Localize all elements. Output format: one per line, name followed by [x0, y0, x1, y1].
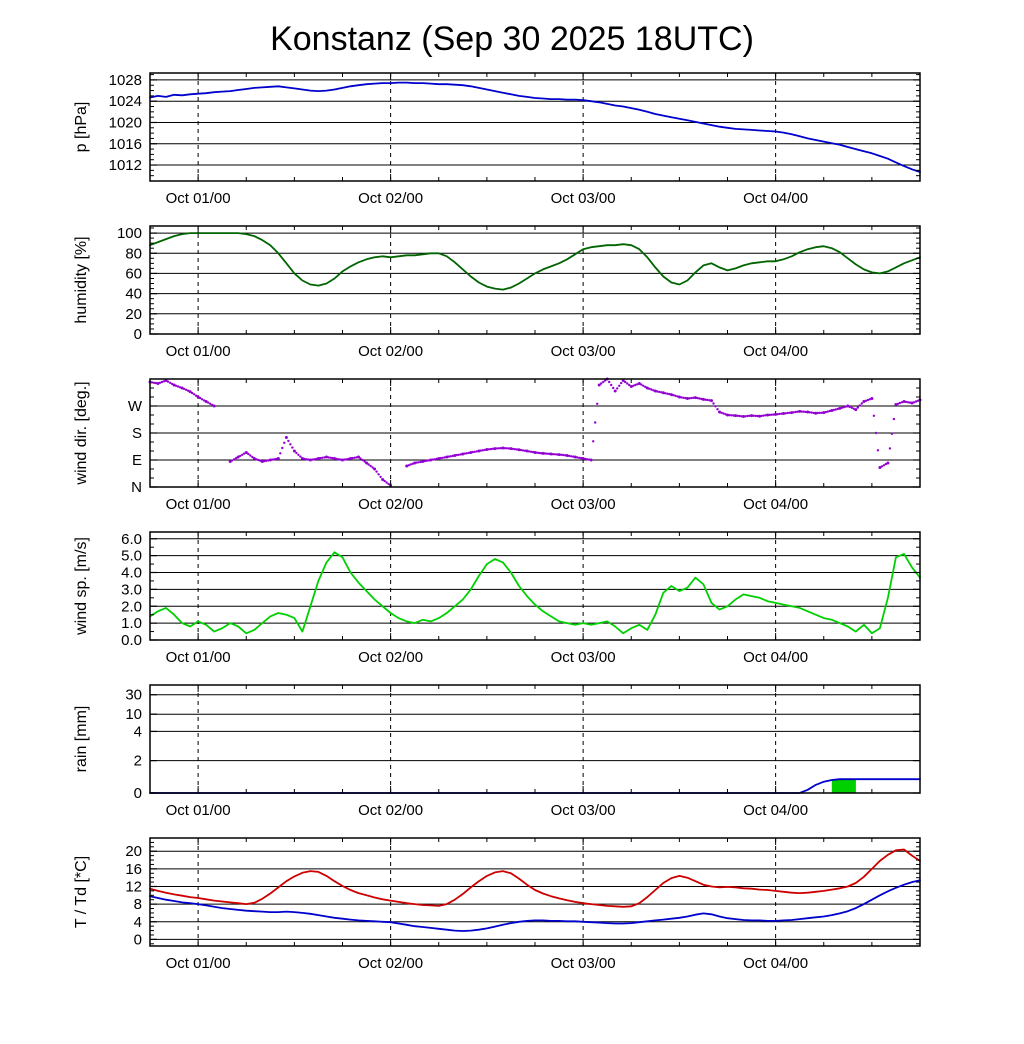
svg-text:1024: 1024 — [109, 93, 142, 110]
svg-text:6.0: 6.0 — [121, 531, 142, 548]
svg-text:20: 20 — [125, 843, 142, 860]
svg-text:wind dir. [deg.]: wind dir. [deg.] — [73, 381, 90, 485]
svg-text:Oct 04/00: Oct 04/00 — [743, 190, 808, 207]
svg-text:1012: 1012 — [109, 157, 142, 174]
svg-text:16: 16 — [125, 861, 142, 878]
svg-text:Oct 04/00: Oct 04/00 — [743, 496, 808, 513]
svg-text:Oct 03/00: Oct 03/00 — [551, 343, 616, 360]
svg-text:Oct 03/00: Oct 03/00 — [551, 190, 616, 207]
svg-text:4.0: 4.0 — [121, 565, 142, 582]
svg-text:Oct 01/00: Oct 01/00 — [166, 649, 231, 666]
svg-text:Oct 04/00: Oct 04/00 — [743, 955, 808, 972]
svg-text:0.0: 0.0 — [121, 632, 142, 649]
svg-text:rain [mm]: rain [mm] — [73, 706, 90, 773]
svg-text:Oct 02/00: Oct 02/00 — [358, 955, 423, 972]
svg-text:Oct 04/00: Oct 04/00 — [743, 802, 808, 819]
svg-text:humidity [%]: humidity [%] — [73, 236, 90, 323]
svg-text:Oct 03/00: Oct 03/00 — [551, 496, 616, 513]
svg-text:wind sp. [m/s]: wind sp. [m/s] — [73, 537, 90, 636]
svg-text:2.0: 2.0 — [121, 598, 142, 615]
svg-text:12: 12 — [125, 879, 142, 896]
svg-text:3.0: 3.0 — [121, 581, 142, 598]
svg-text:4: 4 — [134, 723, 142, 740]
meteogram-page: Konstanz (Sep 30 2025 18UTC) 1012 1016 102… — [0, 20, 1024, 987]
svg-text:5.0: 5.0 — [121, 548, 142, 565]
svg-text:Oct 02/00: Oct 02/00 — [358, 649, 423, 666]
svg-text:20: 20 — [125, 306, 142, 323]
panel-pressure: 1012 1016 1020 1024 1028 Oct 01/00 Oct 02/00 Oc… — [73, 72, 921, 207]
svg-text:1028: 1028 — [109, 72, 142, 89]
svg-text:80: 80 — [125, 245, 142, 262]
svg-text:Oct 01/00: Oct 01/00 — [166, 496, 231, 513]
svg-text:100: 100 — [117, 225, 142, 242]
panel-humidity: 0 20 40 60 80 100 Oct 01/00 Oct 02/00 Oct 03/00 O… — [73, 225, 921, 360]
svg-text:Oct 03/00: Oct 03/00 — [551, 955, 616, 972]
svg-text:Oct 02/00: Oct 02/00 — [358, 802, 423, 819]
svg-text:N: N — [131, 479, 142, 496]
svg-text:1016: 1016 — [109, 136, 142, 153]
svg-text:1020: 1020 — [109, 115, 142, 132]
svg-text:Oct 01/00: Oct 01/00 — [166, 343, 231, 360]
svg-text:Oct 04/00: Oct 04/00 — [743, 649, 808, 666]
panels-container: 1012 1016 1020 1024 1028 Oct 01/00 Oct 02/00 Oc… — [0, 69, 1024, 987]
svg-text:Oct 02/00: Oct 02/00 — [358, 496, 423, 513]
svg-text:0: 0 — [134, 326, 142, 343]
svg-text:0: 0 — [134, 931, 142, 948]
svg-text:30: 30 — [125, 687, 142, 704]
svg-text:40: 40 — [125, 286, 142, 303]
chart-title: Konstanz (Sep 30 2025 18UTC) — [270, 20, 754, 58]
svg-text:Oct 02/00: Oct 02/00 — [358, 190, 423, 207]
svg-text:Oct 03/00: Oct 03/00 — [551, 802, 616, 819]
svg-text:p [hPa]: p [hPa] — [73, 102, 90, 153]
svg-text:Oct 04/00: Oct 04/00 — [743, 343, 808, 360]
svg-text:Oct 01/00: Oct 01/00 — [166, 955, 231, 972]
svg-text:T / Td [*C]: T / Td [*C] — [73, 856, 90, 928]
svg-text:4: 4 — [134, 914, 142, 931]
panel-rain: 0 2 410 30 Oct 01/00 Oct 02/00 Oct 03/00 Oct 04… — [73, 684, 921, 819]
svg-text:10: 10 — [125, 706, 142, 723]
svg-text:Oct 03/00: Oct 03/00 — [551, 649, 616, 666]
svg-text:1.0: 1.0 — [121, 615, 142, 632]
svg-text:0: 0 — [134, 785, 142, 802]
svg-text:Oct 01/00: Oct 01/00 — [166, 190, 231, 207]
svg-text:S: S — [132, 425, 142, 442]
svg-text:Oct 01/00: Oct 01/00 — [166, 802, 231, 819]
svg-text:8: 8 — [134, 896, 142, 913]
panel-wind-speed: 0.01.02.03.04.05.06.0 Oct 01/00 Oct 02/00 O… — [73, 531, 921, 666]
svg-text:E: E — [132, 452, 142, 469]
svg-text:2: 2 — [134, 753, 142, 770]
svg-text:Oct 02/00: Oct 02/00 — [358, 343, 423, 360]
svg-text:W: W — [128, 398, 143, 415]
svg-text:60: 60 — [125, 265, 142, 282]
